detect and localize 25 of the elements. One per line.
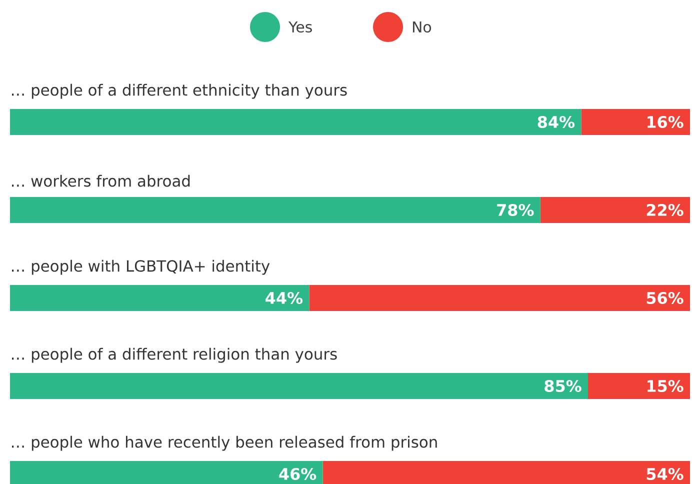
y-tick-label: … people of a different religion than yours xyxy=(12,348,337,363)
bar xyxy=(309,284,690,311)
bar xyxy=(10,196,540,223)
data-label: 78% xyxy=(497,204,534,216)
bar xyxy=(10,372,588,399)
data-label: 84% xyxy=(538,116,575,128)
y-tick-label: … workers from abroad xyxy=(12,174,190,187)
data-label: 16% xyxy=(647,116,684,128)
data-label: 85% xyxy=(544,380,582,392)
bar xyxy=(10,108,582,135)
data-label: 22% xyxy=(646,204,684,216)
bar xyxy=(588,372,690,399)
y-tick-label: … people who have recently been released from prison xyxy=(12,436,437,451)
bar xyxy=(10,284,310,311)
legend-label: Yes xyxy=(288,21,312,33)
y-tick-label: … people with LGBTQIA+ identity xyxy=(12,260,270,275)
data-label: 46% xyxy=(279,468,316,480)
data-label: 15% xyxy=(647,380,684,392)
y-tick-label: … people of a different ethnicity than yours xyxy=(12,84,347,99)
bar xyxy=(540,196,690,223)
data-label: 56% xyxy=(646,292,684,304)
bar xyxy=(581,108,690,135)
legend-label: No xyxy=(412,21,432,33)
data-label: 54% xyxy=(646,468,684,480)
data-label: 44% xyxy=(266,292,303,304)
